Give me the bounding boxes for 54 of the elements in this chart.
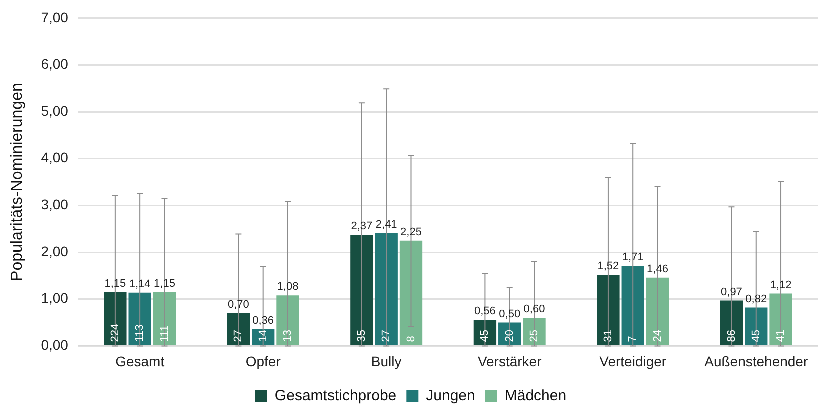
- y-tick-label: 5,00: [41, 102, 69, 119]
- x-tick-label: Verstärker: [478, 353, 542, 370]
- data-label: 2,37: [351, 220, 373, 233]
- annotation: 24: [652, 330, 664, 342]
- data-label: 1,08: [277, 281, 299, 294]
- annotation: 14: [257, 330, 270, 342]
- legend-label: Jungen: [426, 388, 476, 405]
- y-tick-label: 1,00: [41, 290, 69, 306]
- data-label: 1,15: [104, 278, 126, 290]
- y-tick-label: 0,00: [41, 337, 69, 354]
- annotation: 45: [479, 330, 492, 342]
- annotation: 8: [405, 336, 418, 342]
- annotation: 27: [380, 330, 393, 342]
- data-label: 0,56: [474, 306, 496, 318]
- data-label: 1,71: [622, 252, 644, 264]
- x-tick-label: Verteidiger: [600, 353, 667, 370]
- data-label: 2,41: [376, 218, 398, 231]
- y-tick-label: 2,00: [41, 243, 69, 260]
- annotation: 13: [282, 330, 294, 342]
- y-tick-label: 4,00: [41, 150, 69, 166]
- y-tick-label: 7,00: [41, 9, 69, 26]
- x-tick-label: Gesamt: [116, 353, 165, 370]
- data-label: 0,97: [721, 286, 742, 298]
- data-label: 1,15: [154, 278, 176, 290]
- annotation: 35: [356, 330, 368, 342]
- data-label: 0,36: [252, 314, 274, 327]
- y-tick-label: 6,00: [41, 56, 69, 72]
- x-tick-label: Opfer: [246, 353, 282, 370]
- data-label: 1,52: [598, 260, 620, 273]
- annotation: 20: [504, 330, 516, 342]
- annotation: 7: [627, 336, 640, 342]
- annotation: 41: [775, 330, 788, 342]
- data-label: 0,70: [228, 298, 250, 311]
- data-label: 1,46: [647, 263, 668, 276]
- legend-label: Mädchen: [504, 388, 567, 405]
- data-label: 0,82: [746, 293, 768, 306]
- data-label: 1,14: [129, 278, 151, 290]
- y-axis-title: Popularitäts-Nominierungen: [9, 83, 26, 282]
- legend-label: Gesamtstichprobe: [274, 388, 397, 405]
- annotation: 113: [134, 324, 146, 342]
- annotation: 45: [750, 330, 762, 342]
- annotation: 86: [726, 330, 738, 342]
- annotation: 111: [158, 325, 171, 342]
- data-label: 0,60: [524, 304, 546, 316]
- data-label: 2,25: [400, 226, 422, 238]
- data-label: 0,50: [499, 308, 521, 320]
- y-tick-label: 3,00: [41, 196, 69, 213]
- x-tick-label: Außenstehender: [704, 353, 808, 370]
- data-label: 1,12: [770, 279, 792, 292]
- annotation: 27: [232, 330, 245, 342]
- annotation: 31: [602, 330, 614, 342]
- x-tick-label: Bully: [371, 353, 402, 370]
- annotation: 224: [109, 324, 122, 342]
- annotation: 25: [528, 330, 541, 342]
